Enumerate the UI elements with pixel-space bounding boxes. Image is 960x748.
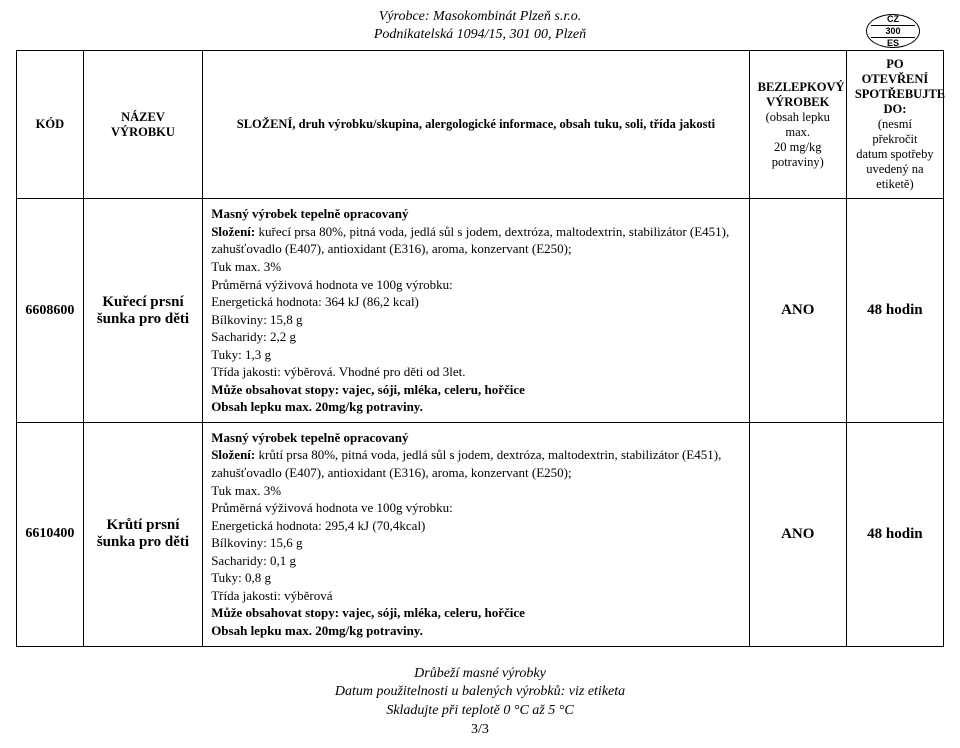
manufacturer-block: Výrobce: Masokombinát Plzeň s.r.o. Podni… <box>16 8 944 44</box>
cell-slozeni: Masný výrobek tepelně opracovaný Složení… <box>203 422 749 646</box>
table-row: 6608600 Kuřecí prsní šunka pro děti Masn… <box>17 199 944 423</box>
col-bezlep: BEZLEPKOVÝ VÝROBEK (obsah lepku max. 20 … <box>749 51 846 199</box>
cell-bezlep: ANO <box>749 422 846 646</box>
badge-mid: 300 <box>867 27 919 36</box>
footer-line-3: Skladujte při teplotě 0 °C až 5 °C <box>16 702 944 721</box>
cell-slozeni: Masný výrobek tepelně opracovaný Složení… <box>203 199 749 423</box>
col-slozeni: SLOŽENÍ, druh výrobku/skupina, alergolog… <box>203 51 749 199</box>
cell-spot: 48 hodin <box>846 199 943 423</box>
certification-badge: CZ 300 ES <box>866 14 920 48</box>
manufacturer-line-2: Podnikatelská 1094/15, 301 00, Plzeň <box>16 26 944 44</box>
footer-line-2: Datum použitelnosti u balených výrobků: … <box>16 683 944 702</box>
table-header-row: KÓD NÁZEV VÝROBKU SLOŽENÍ, druh výrobku/… <box>17 51 944 199</box>
products-table: KÓD NÁZEV VÝROBKU SLOŽENÍ, druh výrobku/… <box>16 50 944 646</box>
col-spotreba: PO OTEVŘENÍ SPOTŘEBUJTE DO: (nesmí překr… <box>846 51 943 199</box>
badge-top: CZ <box>867 15 919 24</box>
col-kod: KÓD <box>17 51 84 199</box>
badge-bot: ES <box>867 39 919 48</box>
cell-spot: 48 hodin <box>846 422 943 646</box>
page-header: Výrobce: Masokombinát Plzeň s.r.o. Podni… <box>16 8 944 44</box>
cell-kod: 6608600 <box>17 199 84 423</box>
cell-nazev: Krůtí prsní šunka pro děti <box>83 422 202 646</box>
footer-line-1: Drůbeží masné výrobky <box>16 665 944 684</box>
cell-nazev: Kuřecí prsní šunka pro děti <box>83 199 202 423</box>
page-footer: Drůbeží masné výrobky Datum použitelnost… <box>16 665 944 741</box>
manufacturer-line-1: Výrobce: Masokombinát Plzeň s.r.o. <box>16 8 944 26</box>
cell-bezlep: ANO <box>749 199 846 423</box>
page-number: 3/3 <box>16 721 944 740</box>
cell-kod: 6610400 <box>17 422 84 646</box>
table-row: 6610400 Krůtí prsní šunka pro děti Masný… <box>17 422 944 646</box>
col-nazev: NÁZEV VÝROBKU <box>83 51 202 199</box>
